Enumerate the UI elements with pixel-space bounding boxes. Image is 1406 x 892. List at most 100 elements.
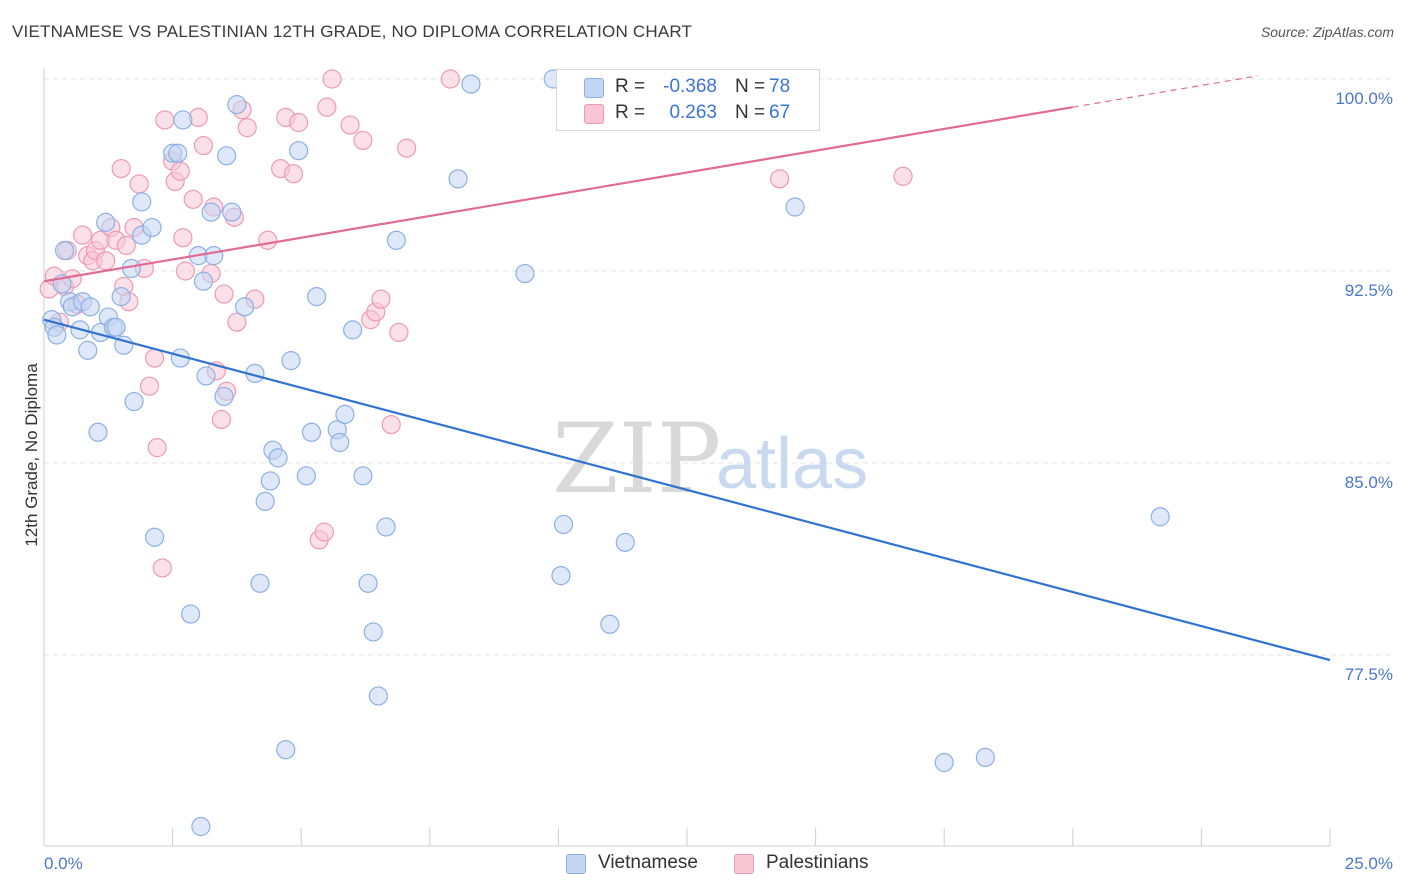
vietnamese-point (54, 240, 75, 261)
palestinians-point (227, 312, 247, 332)
x-tick-label: 25.0% (1345, 854, 1393, 873)
palestinians-point (397, 138, 417, 158)
palestinians-point (258, 230, 278, 250)
palestinians-point (116, 235, 136, 255)
palestinians-point (152, 558, 172, 578)
vietnamese-point (255, 491, 275, 511)
watermark-zip: ZIP (552, 403, 721, 515)
palestinians-point (173, 228, 193, 248)
legend-n-label: N = (735, 102, 766, 123)
palestinians-point (340, 115, 360, 135)
vietnamese-point (307, 287, 327, 307)
y-axis-label: 12th Grade, No Diploma (22, 363, 41, 547)
palestinians-point (129, 174, 149, 194)
chart-source: Source: ZipAtlas.com (1260, 24, 1394, 40)
bottom-legend-label-palestinians: Palestinians (766, 852, 869, 873)
palestinians-point (170, 161, 190, 181)
bottom-legend-swatch-vietnamese (566, 854, 586, 874)
vietnamese-point (553, 514, 574, 535)
palestinians-point (371, 289, 391, 309)
chart-title: VIETNAMESE VS PALESTINIAN 12TH GRADE, NO… (12, 22, 693, 41)
legend-r-value: -0.368 (663, 76, 717, 97)
vietnamese-trend-line (43, 318, 1331, 662)
vietnamese-point (214, 386, 234, 407)
vietnamese-point (168, 143, 188, 163)
palestinians-trend-extension (1072, 75, 1259, 108)
vietnamese-point (191, 816, 211, 837)
legend-n-label: N = (735, 76, 766, 97)
y-tick-label: 100.0% (1335, 89, 1393, 108)
palestinians-point (381, 415, 401, 435)
palestinians-point (893, 166, 913, 186)
y-tick-label: 92.5% (1345, 281, 1393, 300)
palestinians-point (389, 322, 409, 343)
vietnamese-point (88, 422, 108, 442)
vietnamese-point (281, 351, 301, 371)
legend-n-value: 78 (769, 76, 791, 97)
vietnamese-point (448, 169, 468, 189)
axes (43, 68, 1331, 847)
vietnamese-point (386, 230, 406, 250)
vietnamese-point (250, 573, 270, 593)
palestinians-point (314, 522, 334, 542)
vietnamese-point (353, 466, 373, 486)
legend: R = -0.368 N = 78 R = 0.263 N = 67 (556, 69, 820, 131)
vietnamese-point (330, 432, 350, 453)
vietnamese-point (260, 471, 280, 491)
vietnamese-point (235, 297, 255, 317)
palestinians-point (144, 348, 165, 368)
palestinians-point (72, 225, 93, 245)
vietnamese-point (181, 604, 201, 624)
vietnamese-point (615, 532, 635, 552)
palestinians-point (155, 110, 175, 130)
vietnamese-point (80, 297, 100, 317)
legend-swatch-vietnamese (584, 78, 604, 98)
palestinians-trend-line (43, 106, 1073, 283)
vietnamese-point (201, 202, 221, 222)
vietnamese-point (335, 404, 355, 424)
y-tick-label: 77.5% (1345, 665, 1393, 684)
palestinians-point (283, 164, 304, 184)
vietnamese-point (217, 146, 237, 166)
vietnamese-point (368, 686, 388, 706)
vietnamese-point (193, 271, 214, 291)
vietnamese-point (276, 740, 296, 760)
vietnamese-point (600, 614, 620, 634)
palestinians-point (183, 189, 203, 209)
x-tick-label: 0.0% (44, 854, 83, 873)
vietnamese-point (144, 527, 165, 547)
palestinians-point (440, 69, 460, 89)
palestinians-point (175, 261, 196, 281)
vietnamese-point (296, 466, 316, 486)
vietnamese-point (301, 422, 322, 442)
vietnamese-point (343, 320, 363, 340)
vietnamese-point (106, 317, 126, 337)
vietnamese-point (124, 391, 144, 412)
vietnamese-point (173, 110, 193, 130)
vietnamese-point (461, 74, 481, 94)
vietnamese-point (132, 192, 152, 212)
vietnamese-point (289, 141, 309, 161)
vietnamese-point (47, 325, 67, 345)
legend-swatch-palestinians (584, 104, 604, 124)
palestinians-point (96, 251, 116, 271)
vietnamese-point (142, 217, 162, 238)
palestinians-point (214, 284, 234, 304)
legend-n-value: 67 (769, 102, 791, 123)
vietnamese-point (515, 263, 535, 284)
palestinians-point (237, 118, 257, 138)
palestinians-point (769, 169, 790, 189)
vietnamese-point (934, 752, 954, 773)
vietnamese-point (975, 747, 995, 768)
vietnamese-point (785, 197, 805, 217)
legend-row-vietnamese: R = -0.368 N = 78 (557, 76, 819, 102)
legend-r-label: R = (615, 102, 646, 123)
palestinians-point (211, 409, 232, 430)
legend-r-label: R = (615, 76, 646, 97)
y-tick-label: 85.0% (1345, 473, 1393, 492)
vietnamese-point (227, 94, 247, 115)
vietnamese-point (96, 212, 116, 232)
palestinians-point (139, 376, 160, 396)
bottom-legend-swatch-palestinians (734, 854, 754, 874)
vietnamese-point (222, 202, 242, 222)
